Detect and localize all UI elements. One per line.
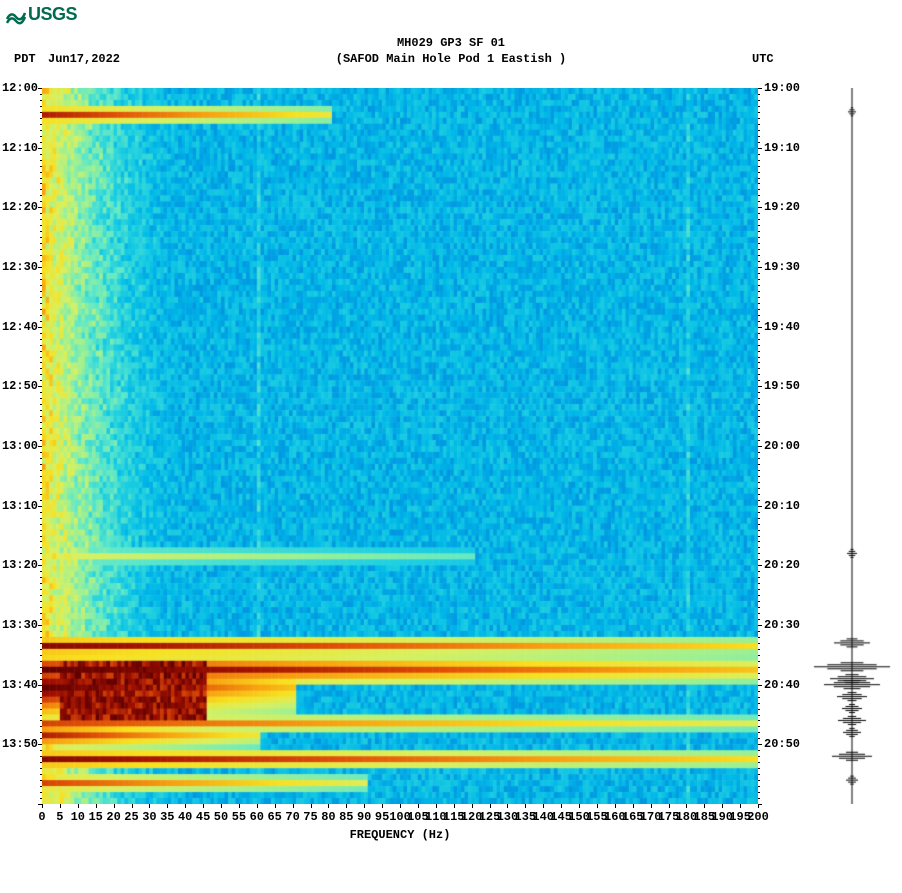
y-left-tick-label: 13:40 (2, 678, 38, 692)
x-tick-label: 0 (38, 810, 45, 824)
usgs-logo: USGS (6, 4, 77, 25)
y-left-tick-label: 12:20 (2, 200, 38, 214)
timezone-right-label: UTC (752, 52, 774, 66)
y-left-tick-label: 12:00 (2, 81, 38, 95)
x-tick-label: 40 (178, 810, 192, 824)
y-right-tick-label: 20:00 (764, 439, 800, 453)
spectrogram-plot (42, 88, 758, 804)
y-right-tick-label: 20:50 (764, 737, 800, 751)
y-left-tick-label: 13:50 (2, 737, 38, 751)
y-left-tick-label: 13:30 (2, 618, 38, 632)
y-left-tick-label: 12:10 (2, 141, 38, 155)
y-right-tick-label: 19:40 (764, 320, 800, 334)
x-tick-label: 55 (232, 810, 246, 824)
amplitude-canvas (812, 88, 892, 804)
date-label: Jun17,2022 (48, 52, 120, 66)
x-tick-label: 85 (339, 810, 353, 824)
y-axis-right: 19:0019:1019:2019:3019:4019:5020:0020:10… (758, 88, 818, 804)
x-tick-label: 10 (71, 810, 85, 824)
x-tick-label: 45 (196, 810, 210, 824)
timezone-left-label: PDT (14, 52, 36, 66)
x-tick-label: 25 (124, 810, 138, 824)
spectrogram-canvas (42, 88, 758, 804)
x-tick-label: 20 (106, 810, 120, 824)
x-tick-label: 35 (160, 810, 174, 824)
y-right-tick-label: 19:00 (764, 81, 800, 95)
y-right-tick-label: 19:10 (764, 141, 800, 155)
x-tick-label: 75 (303, 810, 317, 824)
x-tick-label: 65 (267, 810, 281, 824)
y-left-tick-label: 12:30 (2, 260, 38, 274)
y-axis-left: 12:0012:1012:2012:3012:4012:5013:0013:10… (0, 88, 42, 804)
x-axis-label: FREQUENCY (Hz) (0, 828, 800, 842)
y-right-tick-label: 19:30 (764, 260, 800, 274)
x-tick-label: 50 (214, 810, 228, 824)
y-right-tick-label: 20:30 (764, 618, 800, 632)
y-left-tick-label: 13:10 (2, 499, 38, 513)
usgs-logo-text: USGS (28, 4, 77, 25)
y-right-tick-label: 19:50 (764, 379, 800, 393)
y-left-tick-label: 13:00 (2, 439, 38, 453)
x-tick-label: 70 (285, 810, 299, 824)
x-tick-label: 5 (56, 810, 63, 824)
y-right-tick-label: 20:20 (764, 558, 800, 572)
x-tick-label: 200 (747, 810, 769, 824)
usgs-wave-icon (6, 5, 26, 25)
amplitude-trace (812, 88, 892, 804)
x-tick-label: 30 (142, 810, 156, 824)
x-tick-label: 15 (88, 810, 102, 824)
x-tick-label: 60 (250, 810, 264, 824)
y-left-tick-label: 12:50 (2, 379, 38, 393)
y-left-tick-label: 13:20 (2, 558, 38, 572)
y-right-tick-label: 20:10 (764, 499, 800, 513)
y-right-tick-label: 19:20 (764, 200, 800, 214)
x-tick-label: 90 (357, 810, 371, 824)
y-left-tick-label: 12:40 (2, 320, 38, 334)
x-tick-label: 95 (375, 810, 389, 824)
y-right-tick-label: 20:40 (764, 678, 800, 692)
chart-title-line1: MH029 GP3 SF 01 (0, 36, 902, 50)
x-tick-label: 80 (321, 810, 335, 824)
